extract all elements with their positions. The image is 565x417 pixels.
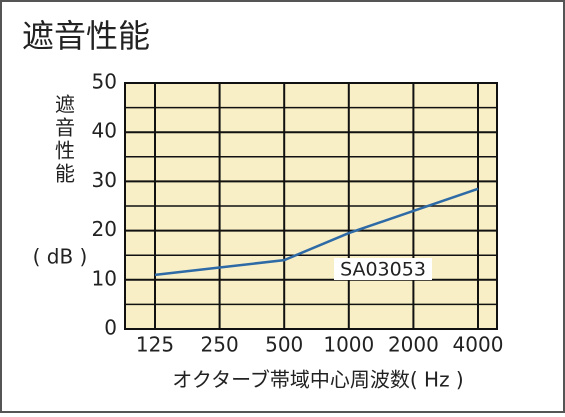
y-tick-label: 20 — [92, 217, 117, 241]
x-tick-label: 250 — [201, 333, 239, 357]
y-tick-label: 40 — [92, 119, 117, 143]
chart-title: 遮音性能 — [22, 17, 150, 55]
x-tick-label: 125 — [136, 333, 174, 357]
x-tick-label: 2000 — [388, 333, 439, 357]
y-tick-label: 30 — [92, 168, 117, 192]
y-axis-label: 遮音性能 — [52, 94, 76, 186]
annotation-bg — [334, 258, 432, 280]
y-tick-label: 0 — [104, 316, 117, 340]
x-tick-label: 500 — [265, 333, 303, 357]
x-axis-label: オクターブ帯域中心周波数( Hz ) — [172, 368, 463, 392]
y-axis-unit: ( dB ) — [33, 245, 88, 269]
x-tick-label: 1000 — [323, 333, 374, 357]
annotation: SA03053 — [340, 259, 426, 281]
y-tick-label: 50 — [92, 70, 117, 94]
x-tick-label: 4000 — [453, 333, 504, 357]
y-tick-label: 10 — [92, 266, 117, 290]
data-line — [154, 187, 479, 277]
